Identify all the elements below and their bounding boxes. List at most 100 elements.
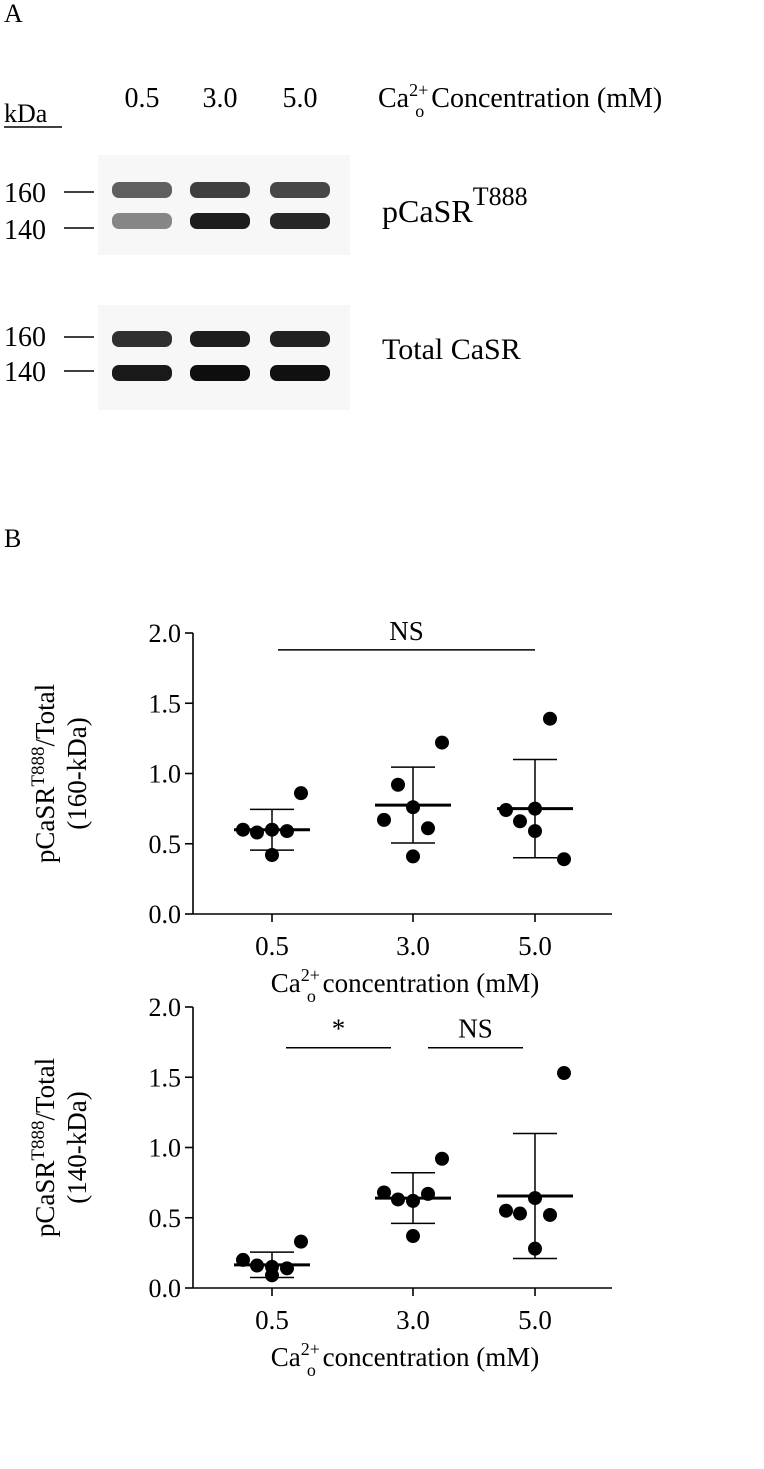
chart-140kda: 0.0 0.5 1.0 1.5 2.0 0.5 3.0 5.0 Ca2+ o concentrat… bbox=[28, 993, 612, 1380]
c140-point-2-1 bbox=[513, 1206, 527, 1221]
c140-annotation-label-1: NS bbox=[458, 1014, 493, 1044]
blot-top-band-160-lane-2 bbox=[270, 182, 330, 198]
c140-point-2-3 bbox=[543, 1207, 557, 1222]
c160-point-2-4 bbox=[557, 852, 571, 867]
c140-xtick-label-1: 3.0 bbox=[396, 1305, 430, 1335]
c140-xlabel-sup: 2+ bbox=[301, 1339, 320, 1359]
c160-ytick-label-4: 2.0 bbox=[149, 619, 182, 648]
blot-top-band-140-lane-0 bbox=[112, 213, 172, 229]
blot-bottom-band-140-lane-0 bbox=[112, 365, 172, 381]
c140-point-1-3 bbox=[421, 1186, 435, 1201]
chart-160kda: 0.0 0.5 1.0 1.5 2.0 0.5 3.0 5.0 Ca2+ o concentrat… bbox=[28, 616, 612, 1006]
c140-point-0-0 bbox=[236, 1252, 250, 1267]
c140-ytick-label-1: 0.5 bbox=[149, 1204, 182, 1233]
blot-bottom-band-140-lane-2 bbox=[270, 365, 330, 381]
concentration-header-sup: 2+ bbox=[409, 80, 428, 100]
blot-top-band-140-lane-1 bbox=[190, 213, 250, 229]
c140-ylabel-line1: pCaSRT888/Total bbox=[28, 1058, 60, 1237]
c160-xtick-label-2: 5.0 bbox=[518, 931, 552, 961]
c160-ylabel-sup: T888 bbox=[28, 746, 49, 786]
c160-point-0-2 bbox=[265, 822, 279, 837]
blot-top-marker-160: 160 bbox=[4, 178, 46, 209]
c160-point-2-1 bbox=[513, 814, 527, 829]
c160-ylabel-line1: pCaSRT888/Total bbox=[28, 684, 60, 863]
c160-point-0-4 bbox=[294, 786, 308, 801]
c160-xlabel-sup: 2+ bbox=[301, 965, 320, 985]
blot-bottom-marker-140: 140 bbox=[4, 357, 46, 388]
c140-point-2-0 bbox=[499, 1203, 513, 1218]
c160-ylabel-main: pCaSR bbox=[30, 787, 60, 864]
c140-ylabel-sup: T888 bbox=[28, 1120, 49, 1160]
blot-bottom-band-140-lane-1 bbox=[190, 365, 250, 381]
c160-annotation-label-0: NS bbox=[389, 616, 424, 646]
c140-xlabel-suffix: concentration (mM) bbox=[316, 1342, 539, 1372]
c140-point-1-0 bbox=[377, 1185, 391, 1200]
concentration-header: Ca2+ o Concentration (mM) bbox=[378, 80, 662, 121]
blot-top-label: pCaSRT888 bbox=[382, 182, 528, 229]
blot-top-band-160-lane-0 bbox=[112, 182, 172, 198]
blot-top-band-160-lane-1 bbox=[190, 182, 250, 198]
c160-xlabel-prefix: Ca bbox=[271, 968, 301, 998]
panel-b-label: B bbox=[4, 524, 21, 553]
c160-ytick-label-1: 0.5 bbox=[149, 830, 182, 859]
c160-point-1-1 bbox=[391, 777, 405, 792]
c140-point-1-5 bbox=[406, 1229, 420, 1244]
c160-xlabel: Ca2+ o concentration (mM) bbox=[271, 965, 540, 1006]
c140-point-1-2 bbox=[406, 1193, 420, 1208]
c140-xlabel-sub: o bbox=[307, 1360, 316, 1380]
c140-point-0-3 bbox=[280, 1261, 294, 1276]
c160-point-2-3 bbox=[543, 711, 557, 726]
c160-point-1-3 bbox=[421, 821, 435, 836]
c140-point-2-4 bbox=[557, 1066, 571, 1081]
c160-point-0-5 bbox=[265, 847, 279, 862]
blot-top-background bbox=[98, 155, 350, 255]
lane-label-0: 0.5 bbox=[125, 83, 160, 114]
c140-ytick-label-4: 2.0 bbox=[149, 993, 182, 1022]
blot-top-label-main: pCaSR bbox=[382, 193, 473, 229]
c140-point-0-1 bbox=[250, 1258, 264, 1273]
c140-point-2-2 bbox=[528, 1191, 542, 1206]
c140-ytick-label-3: 1.5 bbox=[149, 1063, 182, 1092]
c140-xtick-label-2: 5.0 bbox=[518, 1305, 552, 1335]
c160-point-2-5 bbox=[528, 801, 542, 816]
c140-ytick-label-2: 1.0 bbox=[149, 1134, 182, 1163]
c140-point-1-1 bbox=[391, 1192, 405, 1207]
c140-xlabel: Ca2+ o concentration (mM) bbox=[271, 1339, 540, 1380]
c160-point-2-0 bbox=[499, 803, 513, 818]
c160-point-1-5 bbox=[406, 849, 420, 864]
c160-point-0-1 bbox=[250, 825, 264, 840]
c140-ylabel-line2: (140-kDa) bbox=[62, 1091, 92, 1203]
c160-ylabel-rest: /Total bbox=[30, 684, 60, 747]
c160-ytick-label-0: 0.0 bbox=[149, 900, 182, 929]
blot-bottom-label: Total CaSR bbox=[382, 333, 521, 366]
c140-xlabel-prefix: Ca bbox=[271, 1342, 301, 1372]
blot-top-label-sup: T888 bbox=[473, 182, 528, 211]
c160-point-1-0 bbox=[377, 812, 391, 827]
c140-point-0-5 bbox=[265, 1268, 279, 1283]
c160-ylabel-line2: (160-kDa) bbox=[62, 717, 92, 829]
blot-bottom-marker-160: 160 bbox=[4, 322, 46, 353]
blot-bottom-band-160-lane-1 bbox=[190, 331, 250, 347]
c140-ylabel-main: pCaSR bbox=[30, 1161, 60, 1238]
blot-bottom-bands bbox=[112, 331, 330, 381]
concentration-header-sub: o bbox=[415, 101, 424, 121]
c160-xlabel-suffix: concentration (mM) bbox=[316, 968, 539, 998]
c160-xtick-label-0: 0.5 bbox=[255, 931, 289, 961]
c160-point-1-4 bbox=[435, 735, 449, 750]
c160-point-2-2 bbox=[528, 824, 542, 839]
panel-a-label: A bbox=[4, 0, 23, 28]
blot-top-bands bbox=[112, 182, 330, 229]
kda-label: kDa bbox=[4, 99, 48, 128]
c160-point-0-0 bbox=[236, 822, 250, 837]
lane-label-1: 3.0 bbox=[203, 83, 238, 114]
c140-ytick-label-0: 0.0 bbox=[149, 1274, 182, 1303]
c160-xtick-label-1: 3.0 bbox=[396, 931, 430, 961]
blot-top-band-140-lane-2 bbox=[270, 213, 330, 229]
c160-point-1-2 bbox=[406, 800, 420, 815]
blot-bottom-background bbox=[98, 305, 350, 410]
c140-point-1-4 bbox=[435, 1151, 449, 1166]
c160-ytick-label-3: 1.5 bbox=[149, 689, 182, 718]
concentration-header-prefix: Ca bbox=[378, 83, 410, 114]
c160-ytick-label-2: 1.0 bbox=[149, 760, 182, 789]
c140-ylabel-rest: /Total bbox=[30, 1058, 60, 1121]
